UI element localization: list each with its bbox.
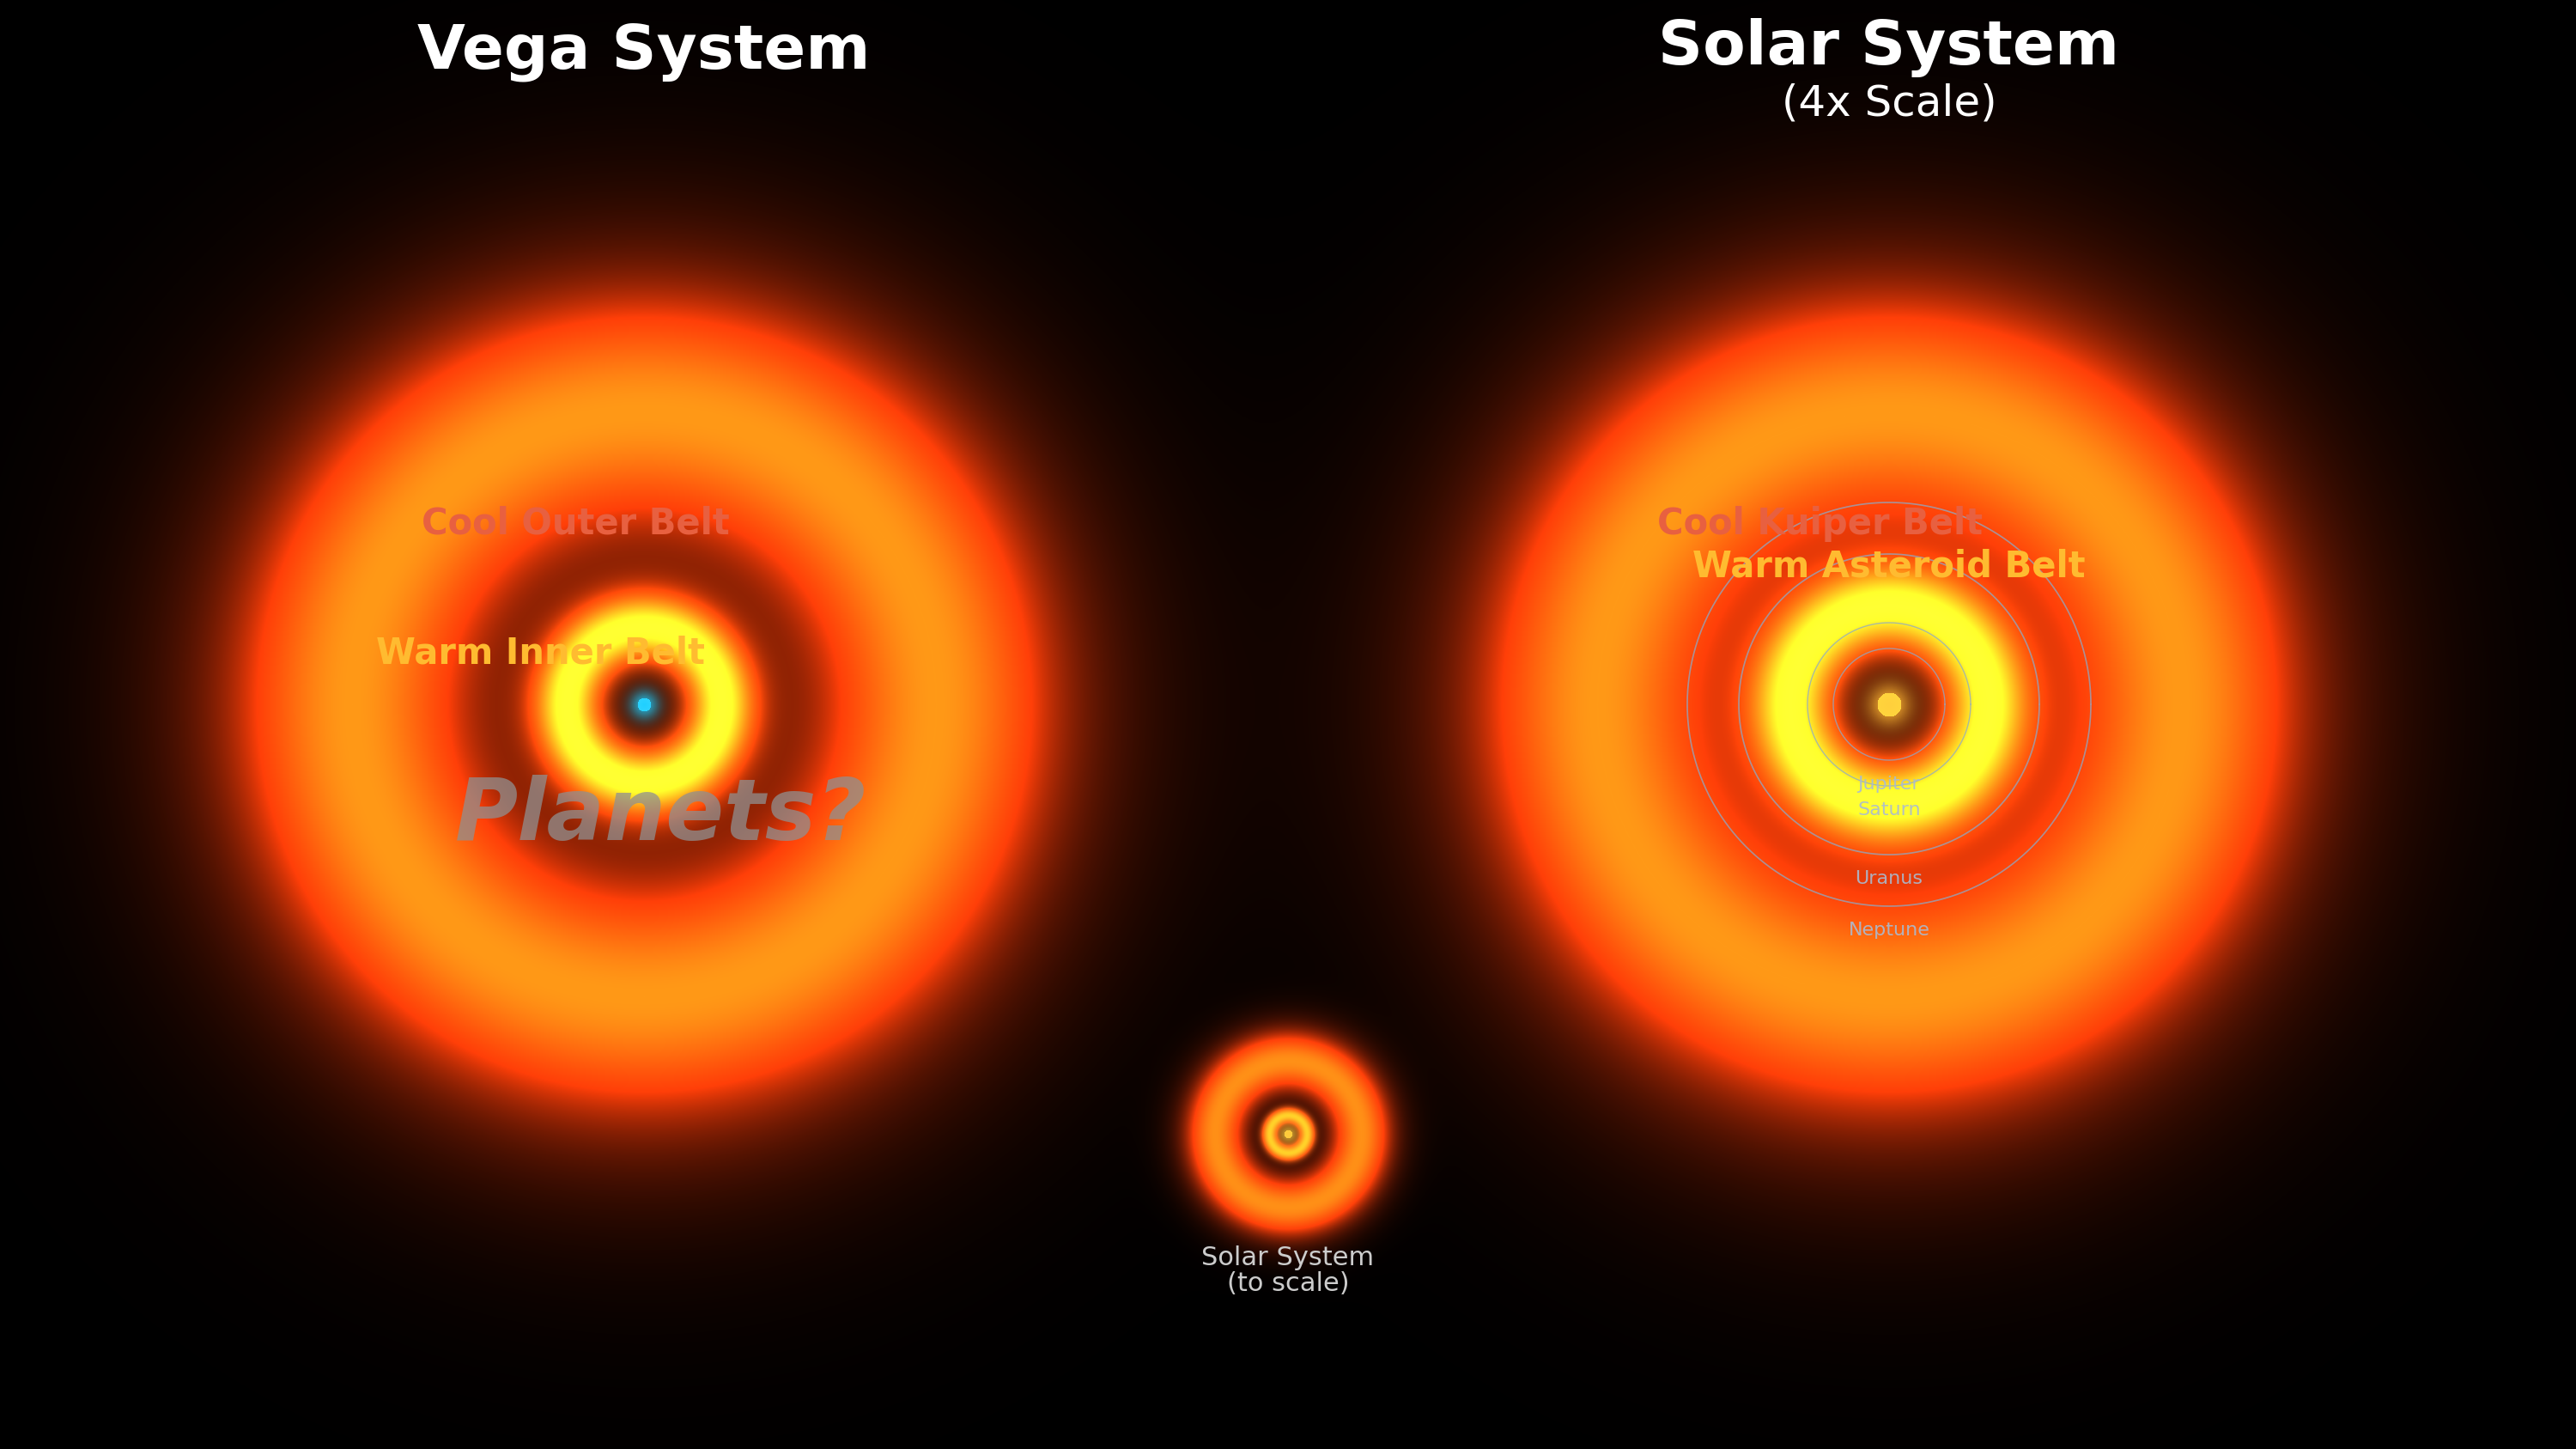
Text: Vega System: Vega System <box>417 22 871 81</box>
Text: Solar System: Solar System <box>1659 17 2120 77</box>
Text: Warm Asteroid Belt: Warm Asteroid Belt <box>1692 549 2087 585</box>
Text: Planets?: Planets? <box>456 774 868 858</box>
Text: Cool Outer Belt: Cool Outer Belt <box>422 506 729 542</box>
Text: (to scale): (to scale) <box>1226 1271 1350 1295</box>
Text: Cool Kuiper Belt: Cool Kuiper Belt <box>1656 506 1984 542</box>
Text: (4x Scale): (4x Scale) <box>1783 83 1996 123</box>
Text: Uranus: Uranus <box>1855 869 1922 887</box>
Text: Warm Inner Belt: Warm Inner Belt <box>376 635 706 671</box>
Text: Jupiter: Jupiter <box>1857 775 1919 793</box>
Text: Saturn: Saturn <box>1857 801 1922 819</box>
Text: Neptune: Neptune <box>1850 922 1929 939</box>
Text: Solar System: Solar System <box>1200 1246 1376 1271</box>
